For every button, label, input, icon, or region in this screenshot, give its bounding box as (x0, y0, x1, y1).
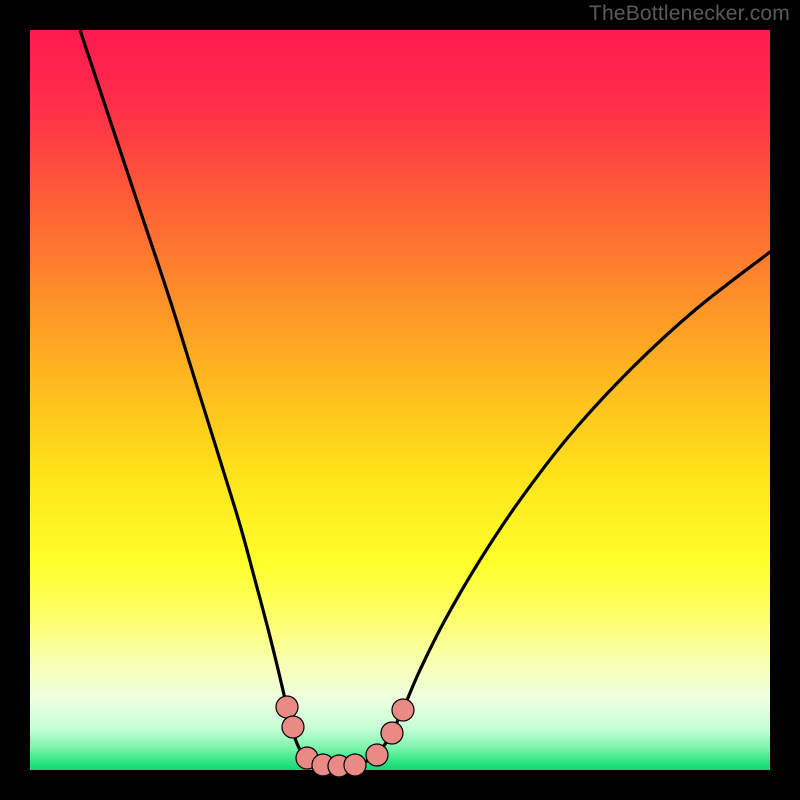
data-marker (344, 754, 366, 776)
data-marker (366, 744, 388, 766)
chart-container: TheBottlenecker.com (0, 0, 800, 800)
data-marker (276, 696, 298, 718)
data-marker (282, 716, 304, 738)
watermark-text: TheBottlenecker.com (589, 2, 790, 26)
data-marker (392, 699, 414, 721)
plot-background (30, 30, 770, 770)
bottleneck-chart (0, 0, 800, 800)
data-marker (381, 722, 403, 744)
